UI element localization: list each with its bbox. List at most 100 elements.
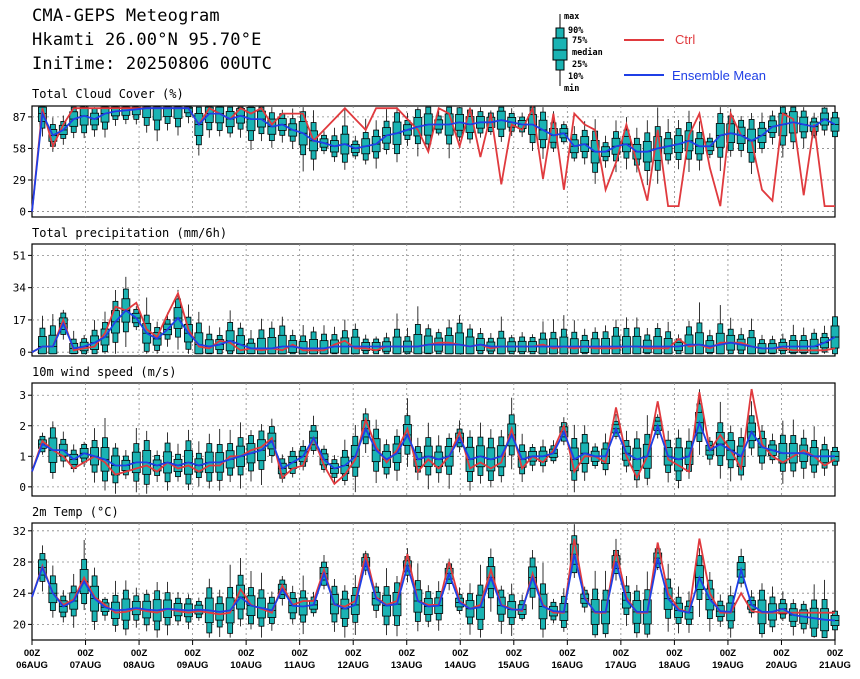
- boxplot-legend: max 90% 75% median 25% 10% min: [548, 10, 628, 94]
- chart-title: CMA-GEPS Meteogram: [32, 6, 220, 26]
- legend-ctrl-label: Ctrl: [675, 32, 696, 47]
- xtick-hour-label: 00Z: [238, 648, 255, 659]
- legend-mean-label: Ensemble Mean: [672, 68, 766, 83]
- box-iqr: [413, 334, 423, 355]
- ensemble-box: [768, 335, 777, 355]
- xtick-date-label: 10AUG: [230, 660, 262, 671]
- panel-4: 2m Temp (°C) 20 24 28 32: [13, 505, 840, 641]
- ensemble-box: [486, 333, 496, 355]
- ensemble-box: [309, 415, 318, 455]
- ensemble-box: [298, 107, 308, 172]
- panel-frame: [31, 382, 836, 497]
- ensemble-box: [382, 109, 391, 155]
- xtick-date-label: 19AUG: [712, 660, 744, 671]
- ytick-label: 0: [19, 206, 26, 219]
- boxplot-legend-glyph: [552, 14, 568, 86]
- xtick-hour-label: 00Z: [559, 648, 576, 659]
- ensemble-box: [382, 568, 391, 636]
- ytick-label: 3: [19, 389, 26, 402]
- ensemble-box: [330, 326, 339, 355]
- ensemble-box: [215, 428, 225, 491]
- ensemble-box: [601, 325, 610, 355]
- ensemble-box: [517, 332, 527, 355]
- ensemble-box: [340, 585, 350, 638]
- box-iqr: [392, 336, 402, 355]
- ensemble-mean-line: [31, 309, 836, 353]
- ensemble-box: [632, 317, 642, 355]
- ensemble-box: [90, 320, 99, 355]
- ensemble-box: [204, 325, 214, 355]
- panel-frame: [31, 105, 836, 218]
- ensemble-box: [225, 564, 235, 638]
- xtick-date-label: 21AUG: [819, 660, 851, 671]
- box-iqr: [622, 336, 631, 355]
- ensemble-box: [142, 106, 152, 133]
- ensemble-box: [496, 316, 506, 355]
- xtick-date-label: 12AUG: [337, 660, 369, 671]
- box-iqr: [611, 335, 621, 355]
- ensemble-box: [288, 329, 298, 355]
- xtick-hour-label: 00Z: [773, 648, 790, 659]
- line-legend: Ctrl Ensemble Mean: [620, 30, 800, 90]
- ensemble-box: [590, 327, 600, 355]
- ensemble-box: [674, 334, 683, 355]
- ensemble-box: [121, 580, 131, 636]
- xtick-hour-label: 00Z: [720, 648, 737, 659]
- ensemble-box: [830, 438, 840, 472]
- ensemble-box: [152, 106, 162, 142]
- ensemble-box: [204, 578, 214, 638]
- ensemble-box: [580, 121, 590, 165]
- panel-1: Total Cloud Cover (%) 0 29 58 87: [13, 87, 840, 219]
- ensemble-box: [768, 586, 777, 633]
- ensemble-box: [444, 319, 454, 355]
- ytick-label: 24: [13, 587, 27, 600]
- ensemble-box: [340, 319, 350, 355]
- ensemble-mean-line: [31, 553, 836, 622]
- box-iqr: [38, 336, 47, 355]
- box-iqr: [653, 336, 663, 355]
- ensemble-box: [809, 584, 819, 638]
- xtick-date-label: 18AUG: [659, 660, 691, 671]
- ensemble-box: [434, 328, 444, 355]
- ensemble-box: [736, 327, 746, 355]
- panel-frame: [31, 522, 836, 641]
- panel-2: Total precipitation (mm/6h) 0 17 34 51: [13, 226, 840, 359]
- xtick-hour-label: 00Z: [131, 648, 148, 659]
- box-iqr: [632, 335, 642, 355]
- ensemble-box: [246, 329, 256, 355]
- ensemble-box: [476, 327, 485, 355]
- xtick-date-label: 08AUG: [123, 660, 155, 671]
- ensemble-box: [163, 106, 172, 131]
- ensemble-box: [747, 318, 756, 355]
- ensemble-box: [715, 305, 725, 355]
- box-iqr: [309, 339, 318, 355]
- legend-min: min: [564, 84, 580, 94]
- ensemble-box: [48, 314, 58, 355]
- legend-max: max: [564, 12, 580, 22]
- xtick-hour-label: 00Z: [452, 648, 469, 659]
- ensemble-box: [257, 424, 266, 486]
- ensemble-box: [194, 106, 204, 156]
- ensemble-box: [100, 106, 110, 138]
- ensemble-box: [528, 334, 537, 355]
- ensemble-box: [79, 539, 89, 611]
- xtick-hour-label: 00Z: [506, 648, 523, 659]
- ensemble-box: [277, 316, 287, 355]
- ensemble-mean-line: [31, 107, 836, 212]
- ensemble-box: [79, 334, 89, 355]
- box-iqr: [559, 336, 569, 355]
- ensemble-box: [340, 108, 350, 170]
- panel-3: 10m wind speed (m/s) 0 1 2 3: [19, 365, 840, 497]
- xtick-date-label: 07AUG: [70, 660, 102, 671]
- ytick-label: 1: [19, 450, 26, 463]
- ensemble-box: [465, 324, 475, 355]
- ytick-label: 51: [13, 249, 26, 262]
- ensemble-box: [601, 570, 610, 638]
- xtick-hour-label: 00Z: [666, 648, 683, 659]
- ytick-label: 32: [13, 525, 26, 538]
- ensemble-box: [403, 327, 412, 355]
- ytick-label: 34: [13, 282, 27, 295]
- ensemble-box: [111, 106, 120, 126]
- xtick-hour-label: 00Z: [291, 648, 308, 659]
